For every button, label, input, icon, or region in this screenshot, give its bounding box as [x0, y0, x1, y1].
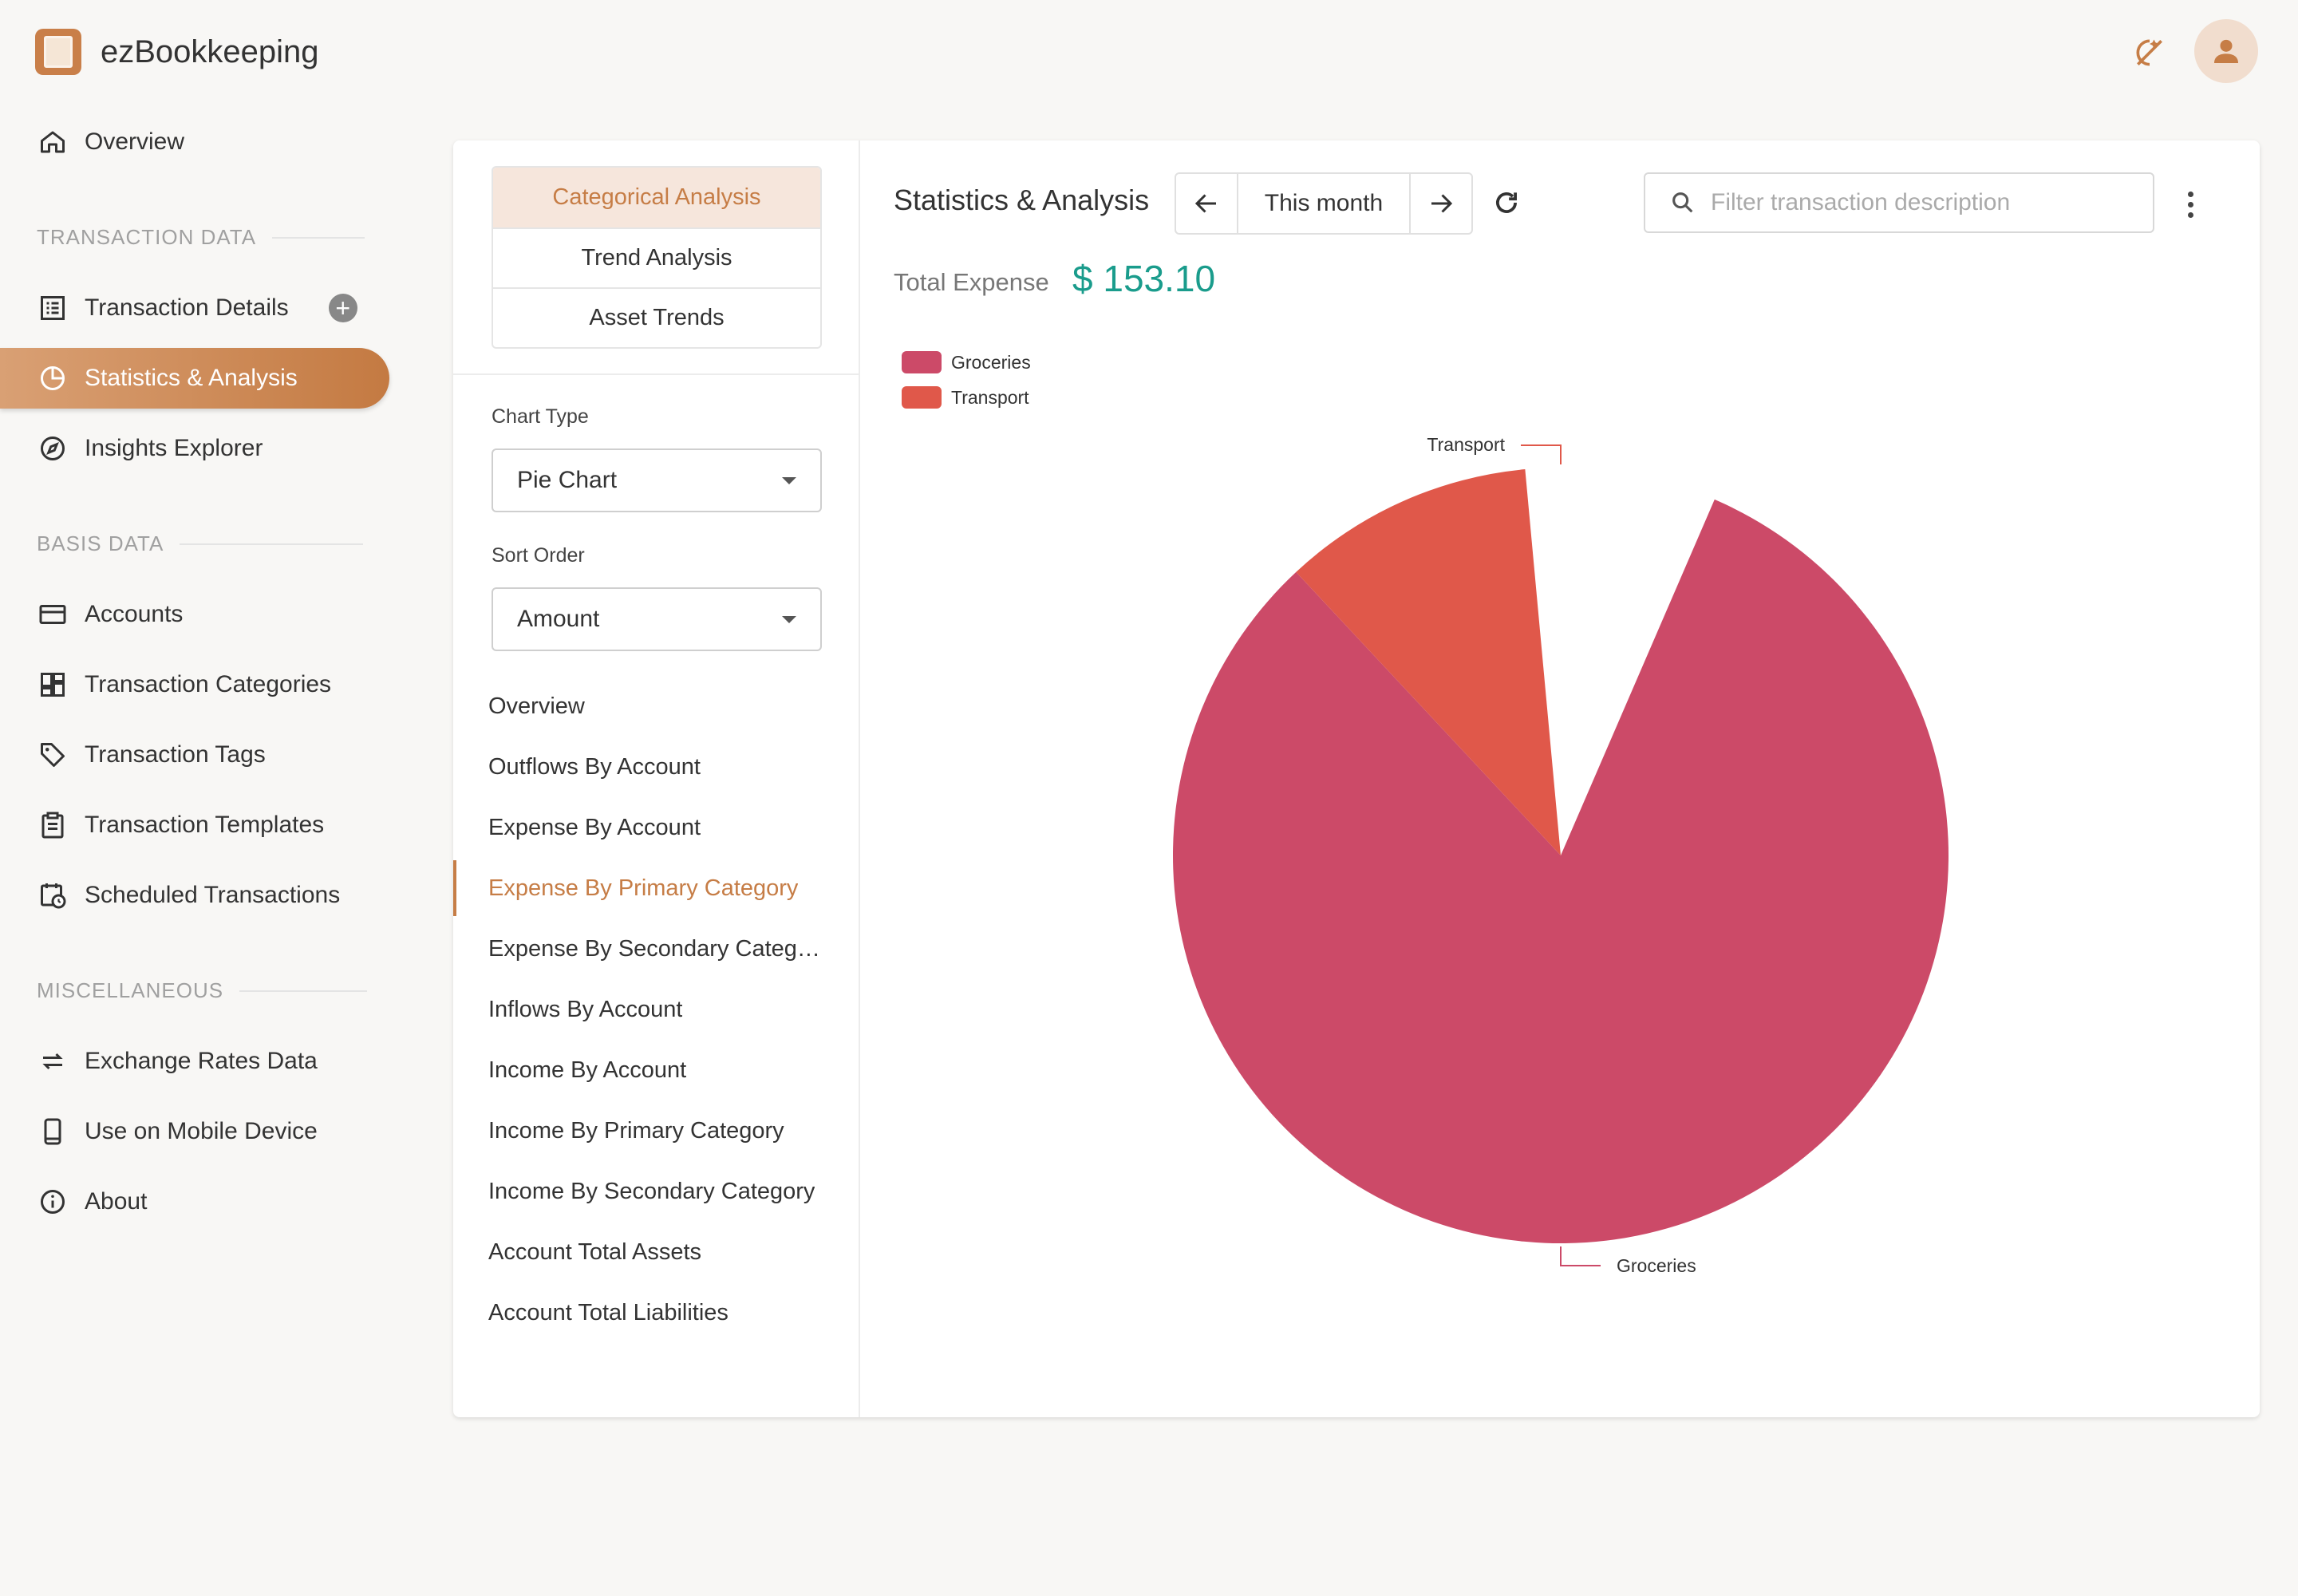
label-line-groceries — [1560, 1246, 1601, 1266]
chart-type-label: Chart Type — [492, 405, 589, 428]
sidebar-item-scheduled[interactable]: Scheduled Transactions — [0, 865, 389, 926]
sidebar-item-label: Insights Explorer — [85, 435, 263, 461]
next-period-button[interactable] — [1411, 174, 1471, 233]
legend-swatch — [902, 386, 942, 409]
avatar[interactable] — [2194, 19, 2258, 83]
legend-label: Groceries — [951, 351, 1031, 373]
slice-label-groceries: Groceries — [1617, 1255, 1696, 1276]
sidebar-item-exchange-rates[interactable]: Exchange Rates Data — [0, 1031, 389, 1092]
chart-legend: Groceries Transport — [902, 345, 1031, 415]
sidebar-item-templates[interactable]: Transaction Templates — [0, 795, 389, 855]
sort-order-select[interactable]: Amount — [492, 587, 822, 651]
date-range-button[interactable]: This month — [1237, 174, 1411, 233]
pie-slice-groceries[interactable] — [1173, 499, 1949, 1244]
info-icon — [37, 1186, 69, 1218]
statistics-card: Categorical Analysis Trend Analysis Asse… — [453, 140, 2260, 1417]
more-options-icon[interactable] — [2178, 184, 2202, 225]
sidebar-item-label: Exchange Rates Data — [85, 1048, 318, 1074]
sidebar-item-label: Transaction Tags — [85, 741, 266, 768]
label-line-transport — [1521, 444, 1562, 464]
pie-slice-transport[interactable] — [1296, 469, 1561, 855]
list-icon — [37, 292, 69, 324]
date-range-navigator: This month — [1175, 172, 1473, 235]
sidebar-item-label: Statistics & Analysis — [85, 365, 298, 391]
tab-categorical-analysis[interactable]: Categorical Analysis — [493, 168, 820, 227]
sidebar-item-overview[interactable]: Overview — [0, 112, 389, 172]
credit-card-icon — [37, 598, 69, 630]
legend-item-groceries[interactable]: Groceries — [902, 345, 1031, 380]
chart-pie-icon — [37, 362, 69, 394]
total-expense-value: $ 153.10 — [1072, 258, 1216, 299]
menu-item-expense-by-primary-category[interactable]: Expense By Primary Category — [453, 860, 859, 916]
sidebar-item-about[interactable]: About — [0, 1171, 389, 1232]
sidebar-item-statistics[interactable]: Statistics & Analysis — [0, 348, 389, 409]
dashboard-icon — [37, 669, 69, 701]
sidebar-item-label: About — [85, 1188, 148, 1215]
sidebar-item-insights[interactable]: Insights Explorer — [0, 418, 389, 479]
sort-order-value: Amount — [517, 606, 600, 632]
sidebar-item-label: Transaction Categories — [85, 671, 332, 697]
swap-icon — [37, 1045, 69, 1077]
chart-type-value: Pie Chart — [517, 467, 618, 493]
previous-period-button[interactable] — [1176, 174, 1237, 233]
analysis-tabs: Categorical Analysis Trend Analysis Asse… — [492, 166, 822, 349]
legend-swatch — [902, 351, 942, 373]
arrow-left-icon — [1194, 194, 1216, 213]
user-icon — [2214, 39, 2238, 63]
slice-label-transport: Transport — [1427, 434, 1505, 455]
arrow-right-icon — [1431, 194, 1453, 213]
sidebar-item-label: Accounts — [85, 601, 184, 627]
divider — [453, 373, 860, 375]
calendar-clock-icon — [37, 879, 69, 911]
sort-order-label: Sort Order — [492, 544, 585, 567]
chevron-down-icon — [782, 476, 796, 484]
pie-chart: Transport Groceries — [1173, 434, 1949, 1276]
sidebar-item-mobile[interactable]: Use on Mobile Device — [0, 1101, 389, 1162]
tag-icon — [37, 739, 69, 771]
search-icon — [1672, 192, 1693, 213]
clipboard-icon — [37, 809, 69, 841]
tab-trend-analysis[interactable]: Trend Analysis — [493, 227, 820, 287]
chevron-down-icon — [782, 615, 796, 623]
app-logo — [35, 29, 81, 75]
sidebar-item-label: Transaction Details — [85, 294, 289, 321]
page-title: Statistics & Analysis — [894, 184, 1150, 216]
section-miscellaneous: MISCELLANEOUS — [37, 978, 368, 1003]
sidebar-item-label: Use on Mobile Device — [85, 1118, 318, 1144]
theme-toggle-icon[interactable] — [2129, 32, 2170, 73]
legend-label: Transport — [951, 386, 1029, 408]
total-expense-label: Total Expense — [894, 268, 1049, 296]
sidebar-item-label: Overview — [85, 128, 185, 155]
search-field — [1644, 172, 2154, 233]
refresh-button[interactable] — [1486, 182, 1527, 223]
chart-type-select[interactable]: Pie Chart — [492, 448, 822, 512]
section-transaction-data: TRANSACTION DATA — [37, 225, 365, 250]
sidebar-item-label: Transaction Templates — [85, 812, 325, 838]
phone-icon — [37, 1116, 69, 1148]
sidebar-item-transaction-details[interactable]: Transaction Details + — [0, 278, 389, 338]
legend-item-transport[interactable]: Transport — [902, 380, 1031, 415]
sidebar-item-categories[interactable]: Transaction Categories — [0, 654, 389, 715]
app-title: ezBookkeeping — [101, 34, 319, 69]
sidebar-item-tags[interactable]: Transaction Tags — [0, 725, 389, 785]
refresh-icon — [1496, 192, 1517, 213]
search-input[interactable] — [1711, 189, 2142, 216]
analysis-options-pane: Categorical Analysis Trend Analysis Asse… — [453, 140, 860, 1417]
sidebar-item-accounts[interactable]: Accounts — [0, 584, 389, 645]
tab-asset-trends[interactable]: Asset Trends — [493, 287, 820, 347]
home-icon — [37, 126, 69, 158]
section-basis-data: BASIS DATA — [37, 531, 364, 556]
add-transaction-icon[interactable]: + — [328, 294, 357, 322]
sidebar-item-label: Scheduled Transactions — [85, 882, 341, 908]
compass-icon — [37, 433, 69, 464]
